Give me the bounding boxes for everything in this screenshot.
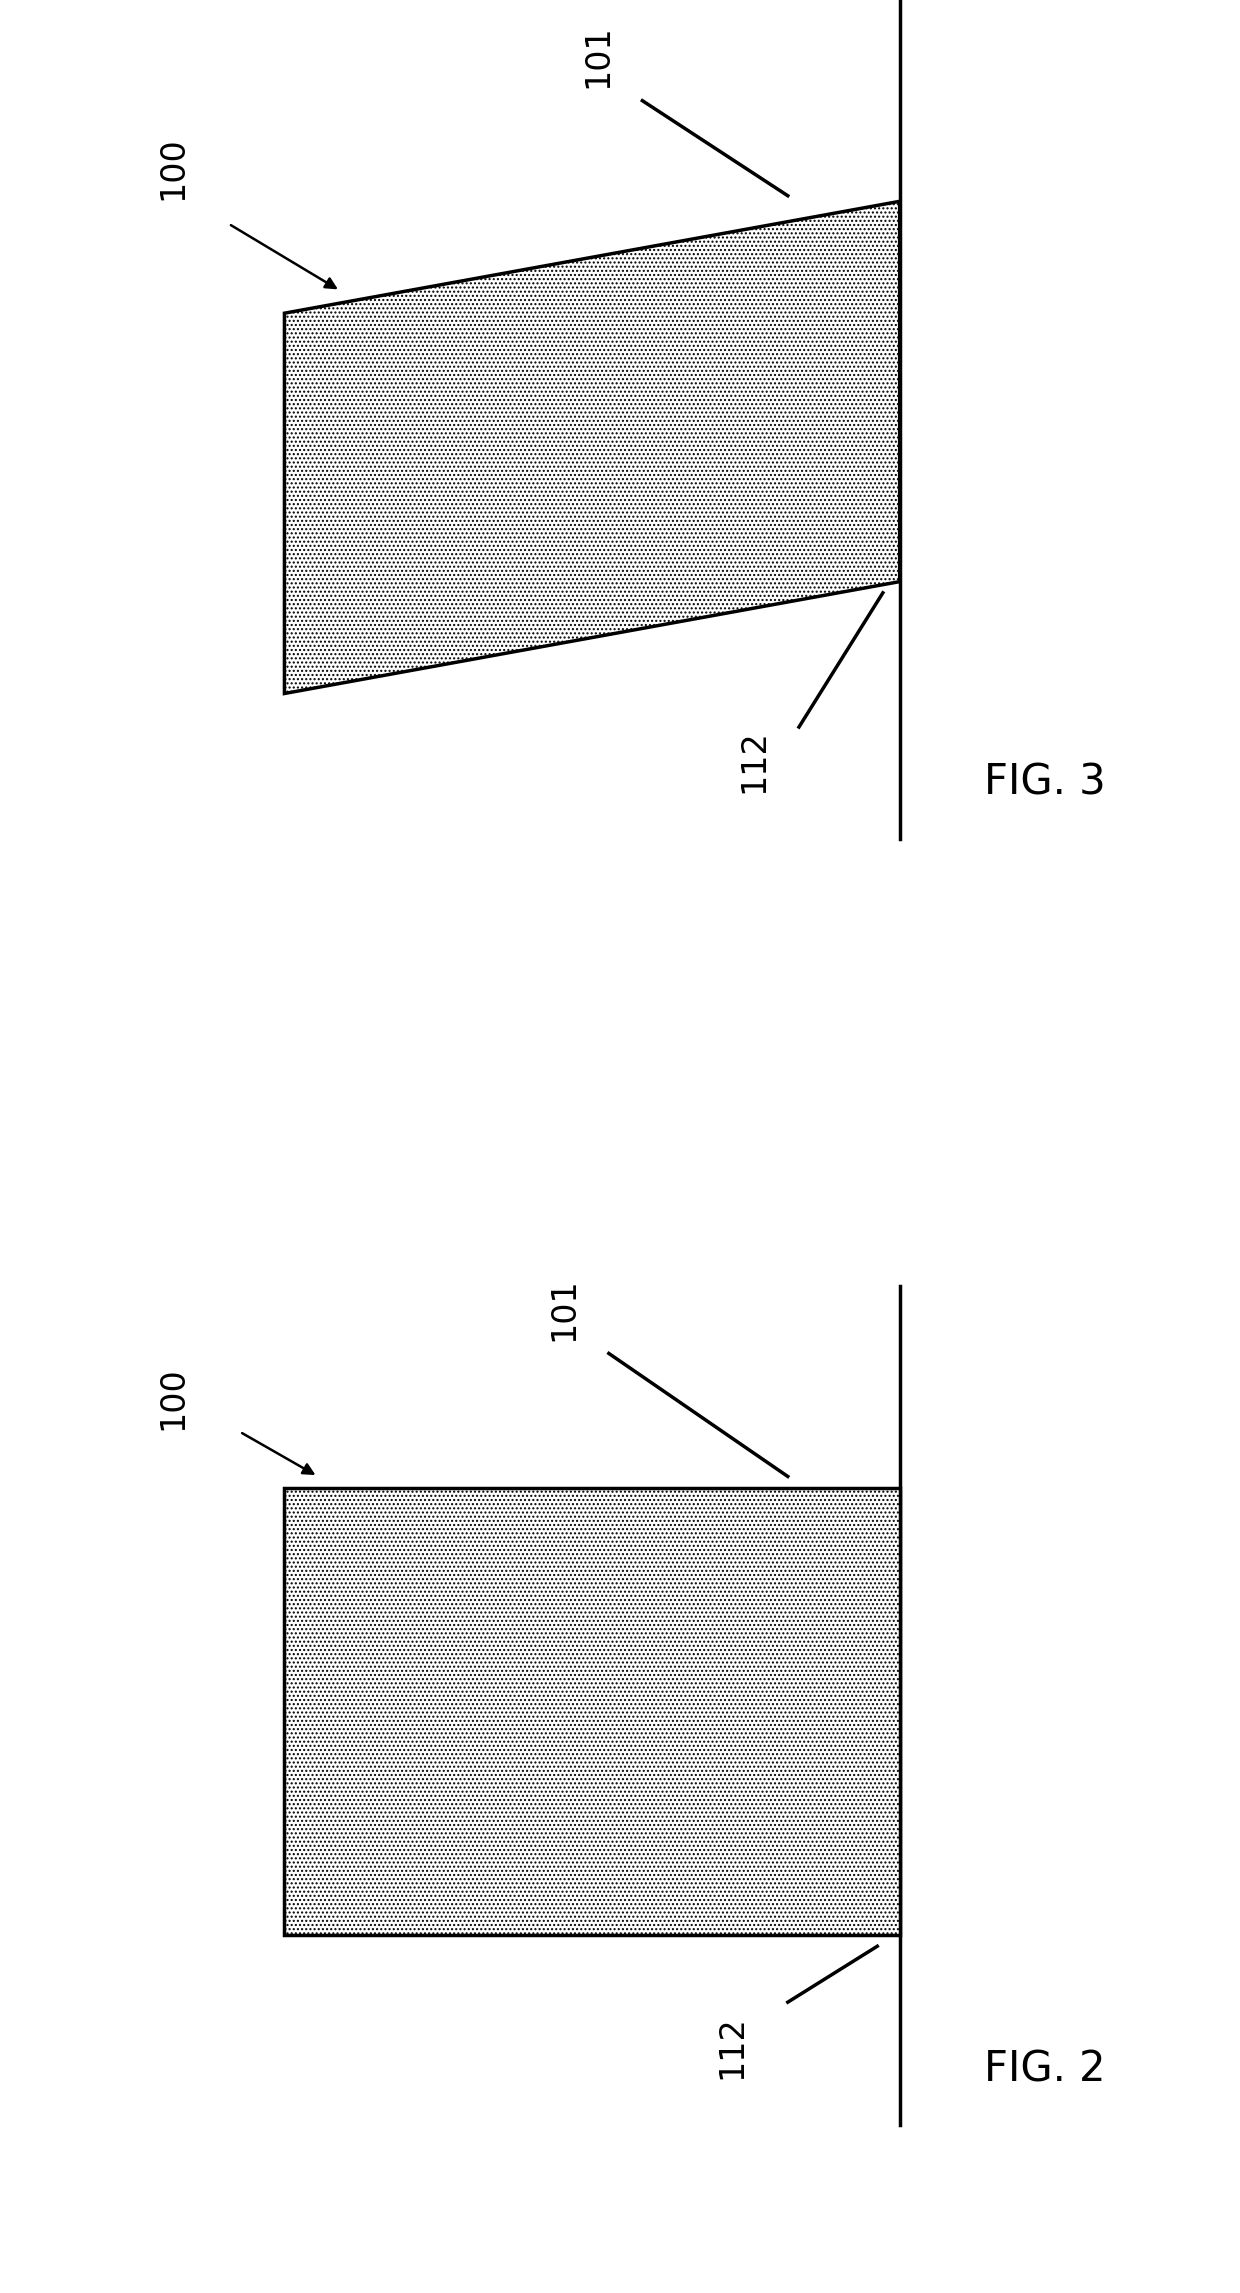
Text: 101: 101 xyxy=(548,1277,580,1341)
Text: 100: 100 xyxy=(156,1367,188,1431)
Text: FIG. 2: FIG. 2 xyxy=(985,2048,1106,2091)
Polygon shape xyxy=(284,1488,900,1935)
Polygon shape xyxy=(284,202,900,692)
Text: 112: 112 xyxy=(715,2016,749,2080)
Text: FIG. 3: FIG. 3 xyxy=(985,761,1106,805)
Text: 101: 101 xyxy=(582,23,614,87)
Text: 112: 112 xyxy=(738,729,771,793)
Text: 100: 100 xyxy=(156,135,188,199)
